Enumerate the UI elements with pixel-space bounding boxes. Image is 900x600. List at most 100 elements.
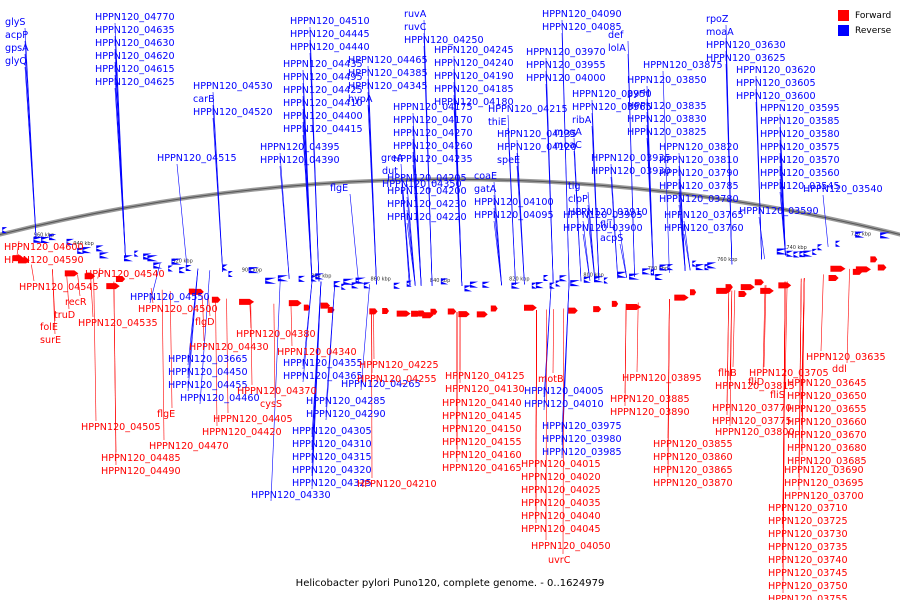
reverse-gene-arrow — [66, 238, 75, 245]
forward-gene-arrow — [458, 311, 470, 318]
leader-line — [591, 125, 600, 281]
forward-gene-label: HPPN120_03745 — [768, 568, 848, 579]
reverse-gene-arrow — [82, 247, 92, 254]
reverse-gene-label: HPPN120_04440 — [290, 42, 370, 53]
reverse-gene-label: HPPN120_04190 — [434, 71, 514, 82]
forward-gene-label: motB — [538, 374, 564, 385]
legend-reverse-label: Reverse — [855, 25, 892, 36]
leader-line — [619, 230, 627, 278]
leader-line — [77, 274, 81, 297]
reverse-gene-arrow — [629, 273, 640, 280]
forward-gene-label: HPPN120_04020 — [521, 472, 601, 483]
forward-gene-label: HPPN120_03815 — [715, 381, 795, 392]
reverse-gene-label: HPPN120_03950 — [572, 89, 652, 100]
reverse-gene-label: HPPN120_03630 — [706, 40, 786, 51]
leader-line — [552, 309, 554, 374]
forward-gene-arrow — [674, 294, 689, 301]
reverse-gene-arrow — [265, 277, 277, 284]
reverse-gene-label: HPPN120_04285 — [306, 396, 386, 407]
forward-gene-arrow — [430, 308, 438, 315]
reverse-gene-label: HPPN120_04220 — [387, 212, 467, 223]
reverse-gene-label: HPPN120_04290 — [306, 409, 386, 420]
forward-gene-label: HPPN120_04045 — [521, 524, 601, 535]
reverse-gene-label: HPPN120_04095 — [474, 210, 554, 221]
leader-line — [52, 269, 56, 335]
reverse-gene-label: HPPN120_03955 — [526, 60, 606, 71]
reverse-gene-label: HPPN120_04385 — [348, 68, 428, 79]
leader-line — [169, 290, 173, 409]
leader-line — [573, 150, 582, 282]
reverse-gene-arrow — [594, 276, 604, 283]
leader-line — [798, 278, 802, 491]
reverse-gene-label: HPPN120_04120 — [497, 142, 577, 153]
reverse-gene-arrow — [531, 282, 537, 289]
leader-line — [360, 284, 370, 391]
reverse-gene-label: HPPN120_04205 — [387, 173, 467, 184]
forward-gene-label: HPPN120_03895 — [622, 373, 702, 384]
forward-gene-label: HPPN120_04500 — [138, 304, 218, 315]
leader-line — [325, 282, 336, 421]
reverse-gene-label: hypA — [348, 94, 373, 105]
reverse-gene-label: HPPN120_03985 — [542, 447, 622, 458]
reverse-gene-label: HPPN120_03790 — [659, 168, 739, 179]
forward-gene-label: HPPN120_04540 — [85, 269, 165, 280]
axis-ticks: 960 kbp 940 kbp 920 kbp 900 kbp 880 kbp 860 k… — [34, 232, 871, 284]
reverse-gene-label: tig — [568, 181, 581, 192]
forward-gene-label: flhB — [718, 368, 737, 379]
forward-gene-label: cysS — [260, 399, 282, 410]
reverse-gene-label: HPPN120_04350 — [382, 179, 462, 190]
axis-tick-label: 720 kbp — [851, 232, 871, 238]
reverse-gene-arrow — [248, 267, 260, 274]
reverse-gene-label: HPPN120_03970 — [526, 47, 606, 58]
reverse-gene-label: HPPN120_03905 — [563, 210, 643, 221]
reverse-swatch — [838, 25, 849, 36]
forward-gene-label: HPPN120_03710 — [768, 503, 848, 514]
reverse-gene-label: fliL — [600, 220, 615, 231]
reverse-gene-label: pyrH — [627, 88, 650, 99]
reverse-gene-label: lolA — [608, 43, 626, 54]
reverse-gene-label: HPPN120_04260 — [393, 141, 473, 152]
reverse-gene-label: HPPN120_03560 — [760, 168, 840, 179]
reverse-gene-label: HPPN120_04265 — [341, 379, 421, 390]
reverse-gene-label: HPPN120_03540 — [803, 184, 883, 195]
reverse-gene-arrow — [406, 280, 412, 287]
reverse-gene-label: flgE — [330, 183, 348, 194]
leader-line — [367, 104, 377, 285]
forward-gene-label: HPPN120_03635 — [806, 352, 886, 363]
forward-gene-label: HPPN120_03650 — [787, 391, 867, 402]
reverse-gene-label: HPPN120_03605 — [736, 78, 816, 89]
leader-line — [371, 310, 373, 479]
reverse-gene-label: HPPN120_04630 — [95, 38, 175, 49]
reverse-gene-label: HPPN120_03595 — [760, 103, 840, 114]
reverse-gene-label: HPPN120_04550 — [130, 292, 210, 303]
reverse-gene-arrow — [555, 280, 561, 287]
forward-gene-label: HPPN120_04140 — [442, 398, 522, 409]
leader-line — [250, 301, 253, 386]
reverse-gene-label: HPPN120_04465 — [348, 55, 428, 66]
leader-line — [516, 165, 525, 285]
forward-gene-label: HPPN120_03770 — [712, 403, 792, 414]
reverse-gene-label: HPPN120_04390 — [260, 155, 340, 166]
forward-gene-label: HPPN120_04225 — [359, 360, 439, 371]
forward-gene-arrow — [523, 304, 537, 311]
reverse-gene-arrow — [667, 264, 674, 271]
forward-gene-label: flgD — [195, 317, 215, 328]
forward-gene-arrow — [740, 284, 755, 291]
forward-gene-arrow — [18, 257, 30, 264]
forward-gene-label: HPPN120_04505 — [81, 422, 161, 433]
reverse-gene-label: HPPN120_04305 — [292, 426, 372, 437]
axis-tick-label: 960 kbp — [34, 233, 54, 239]
reverse-gene-arrow — [543, 275, 549, 282]
forward-gene-arrow — [593, 306, 602, 313]
leader-line — [822, 194, 829, 247]
forward-gene-arrow — [738, 290, 747, 297]
forward-gene-label: HPPN120_03685 — [787, 456, 867, 467]
reverse-gene-label: mogA — [554, 127, 582, 138]
reverse-gene-arrow — [659, 264, 669, 271]
reverse-gene-label: HPPN120_04495 — [283, 72, 363, 83]
reverse-gene-label: acpP — [5, 30, 28, 41]
forward-gene-label: HPPN120_03660 — [787, 417, 867, 428]
leader-line — [801, 278, 805, 456]
forward-gene-label: HPPN120_03740 — [768, 555, 848, 566]
reverse-gene-label: def — [608, 30, 624, 41]
